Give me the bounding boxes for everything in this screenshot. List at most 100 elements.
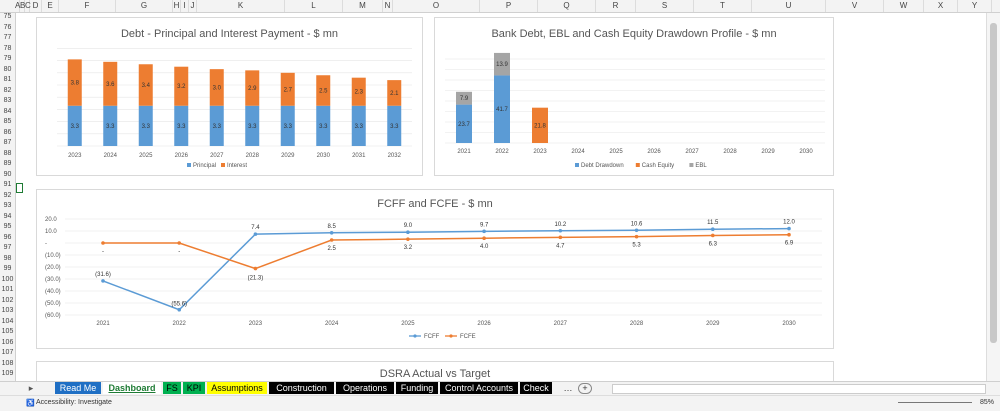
data-label: 3.3 xyxy=(248,124,257,130)
column-header-W[interactable]: W xyxy=(884,0,924,12)
row-header-109[interactable]: 109 xyxy=(1,370,14,377)
row-header-103[interactable]: 103 xyxy=(1,307,14,314)
data-label: 2.5 xyxy=(327,246,336,252)
bar-interest-2030 xyxy=(316,75,331,106)
point-fcfe-2021 xyxy=(101,241,105,245)
sheet-tab-bar: ▸ Read Me Dashboard FS KPI Assumptions Constr… xyxy=(0,381,1000,405)
row-header-95[interactable]: 95 xyxy=(3,223,12,230)
row-header-81[interactable]: 81 xyxy=(3,76,12,83)
row-header-102[interactable]: 102 xyxy=(1,296,14,304)
column-header-A[interactable]: A xyxy=(15,0,21,12)
tab-assumptions[interactable]: Assumptions xyxy=(207,382,267,394)
row-header-98[interactable]: 98 xyxy=(3,254,12,262)
data-label: 13.9 xyxy=(496,62,508,68)
worksheet-grid[interactable]: Debt - Principal and Interest Payment - … xyxy=(16,13,986,402)
row-header-89[interactable]: 89 xyxy=(3,160,12,167)
column-header-M[interactable]: M xyxy=(343,0,383,12)
tab-check[interactable]: Check ... xyxy=(520,382,552,405)
column-header-L[interactable]: L xyxy=(285,0,343,12)
legend-label: Debt Drawdown xyxy=(581,163,624,169)
row-header-101[interactable]: 101 xyxy=(1,286,14,293)
row-header-83[interactable]: 83 xyxy=(3,97,12,104)
chart-debt-principal-interest[interactable]: Debt - Principal and Interest Payment - … xyxy=(36,17,423,176)
row-header-88[interactable]: 88 xyxy=(3,149,12,157)
add-sheet-button[interactable]: + xyxy=(578,383,592,394)
scroll-tabs-right-button[interactable]: ▸ xyxy=(28,383,34,393)
row-header-99[interactable]: 99 xyxy=(3,265,12,272)
column-header-K[interactable]: K xyxy=(197,0,285,12)
column-header-G[interactable]: G xyxy=(116,0,173,12)
row-header-87[interactable]: 87 xyxy=(3,139,12,146)
row-header-92[interactable]: 92 xyxy=(3,191,12,199)
column-header-B[interactable]: B xyxy=(20,0,26,12)
row-header-82[interactable]: 82 xyxy=(3,86,12,94)
column-header-E[interactable]: E xyxy=(42,0,59,12)
column-header-R[interactable]: R xyxy=(596,0,636,12)
tab-read-me[interactable]: Read Me xyxy=(55,382,101,394)
column-header-N[interactable]: N xyxy=(383,0,393,12)
tab-funding[interactable]: Funding xyxy=(396,382,438,394)
tab-fs[interactable]: FS xyxy=(163,382,181,394)
y-tick-label: (10.0) xyxy=(45,253,61,259)
chart-drawdown-profile[interactable]: Bank Debt, EBL and Cash Equity Drawdown … xyxy=(434,17,834,176)
chart-fcff-fcfe[interactable]: FCFF and FCFE - $ mn 20.0 10.0 - (10.0) (20.… xyxy=(36,189,834,349)
x-tick-label: 2031 xyxy=(352,153,366,159)
row-header-77[interactable]: 77 xyxy=(3,34,12,41)
row-header-97[interactable]: 97 xyxy=(3,244,12,251)
tab-construction[interactable]: Construction xyxy=(269,382,334,394)
horizontal-scrollbar[interactable] xyxy=(612,384,986,394)
row-header-106[interactable]: 106 xyxy=(1,338,14,346)
row-header-100[interactable]: 100 xyxy=(1,275,14,283)
column-header-P[interactable]: P xyxy=(480,0,538,12)
row-header-84[interactable]: 84 xyxy=(3,107,12,115)
column-header-V[interactable]: V xyxy=(826,0,884,12)
zoom-level[interactable]: 85% xyxy=(980,399,995,406)
point-fcfe-2022 xyxy=(177,241,182,245)
row-header-75[interactable]: 75 xyxy=(3,13,12,20)
column-header-I[interactable]: I xyxy=(181,0,189,12)
row-header-105[interactable]: 105 xyxy=(1,328,14,335)
active-cell[interactable] xyxy=(16,183,23,193)
column-header-J[interactable]: J xyxy=(189,0,197,12)
row-header-80[interactable]: 80 xyxy=(3,65,12,73)
row-header-90[interactable]: 90 xyxy=(3,170,12,178)
column-header-C[interactable]: C xyxy=(25,0,31,12)
accessibility-icon[interactable]: ♿ xyxy=(26,400,35,407)
column-header-H[interactable]: H xyxy=(173,0,181,12)
tab-control-accounts[interactable]: Control Accounts xyxy=(440,382,518,394)
column-header-Y[interactable]: Y xyxy=(958,0,992,12)
tab-overflow-ellipsis[interactable]: … xyxy=(563,383,573,393)
data-label: 3.2 xyxy=(177,84,186,90)
column-header-U[interactable]: U xyxy=(752,0,826,12)
row-header-79[interactable]: 79 xyxy=(3,55,12,62)
tab-operations[interactable]: Operations xyxy=(336,382,394,394)
column-header-F[interactable]: F xyxy=(59,0,116,12)
row-header-93[interactable]: 93 xyxy=(3,202,12,209)
row-header-104[interactable]: 104 xyxy=(1,317,14,325)
point-fcfe-2028 xyxy=(634,234,639,239)
row-header-91[interactable]: 91 xyxy=(3,181,12,188)
column-header-O[interactable]: O xyxy=(393,0,480,12)
x-tick-label: 2027 xyxy=(685,149,699,155)
row-header-108[interactable]: 108 xyxy=(1,359,14,367)
column-header-Q[interactable]: Q xyxy=(538,0,596,12)
column-header-D[interactable]: D xyxy=(30,0,42,12)
column-header-T[interactable]: T xyxy=(694,0,752,12)
row-header-94[interactable]: 94 xyxy=(3,212,12,220)
zoom-slider[interactable] xyxy=(898,402,972,403)
tab-dashboard[interactable]: Dashboard xyxy=(103,382,161,394)
row-header-78[interactable]: 78 xyxy=(3,44,12,52)
column-header-X[interactable]: X xyxy=(924,0,958,12)
vertical-scrollbar[interactable] xyxy=(986,13,1000,381)
row-header-96[interactable]: 96 xyxy=(3,233,12,241)
row-header-86[interactable]: 86 xyxy=(3,128,12,136)
tab-kpi[interactable]: KPI xyxy=(183,382,205,394)
chart-title: FCFF and FCFE - $ mn xyxy=(377,198,493,210)
accessibility-status[interactable]: Accessibility: Investigate xyxy=(36,399,112,406)
scroll-thumb[interactable] xyxy=(990,23,997,343)
row-header-85[interactable]: 85 xyxy=(3,118,12,125)
bar-principal-2027 xyxy=(209,105,224,146)
column-header-S[interactable]: S xyxy=(636,0,694,12)
row-header-76[interactable]: 76 xyxy=(3,23,12,31)
row-header-107[interactable]: 107 xyxy=(1,349,14,356)
